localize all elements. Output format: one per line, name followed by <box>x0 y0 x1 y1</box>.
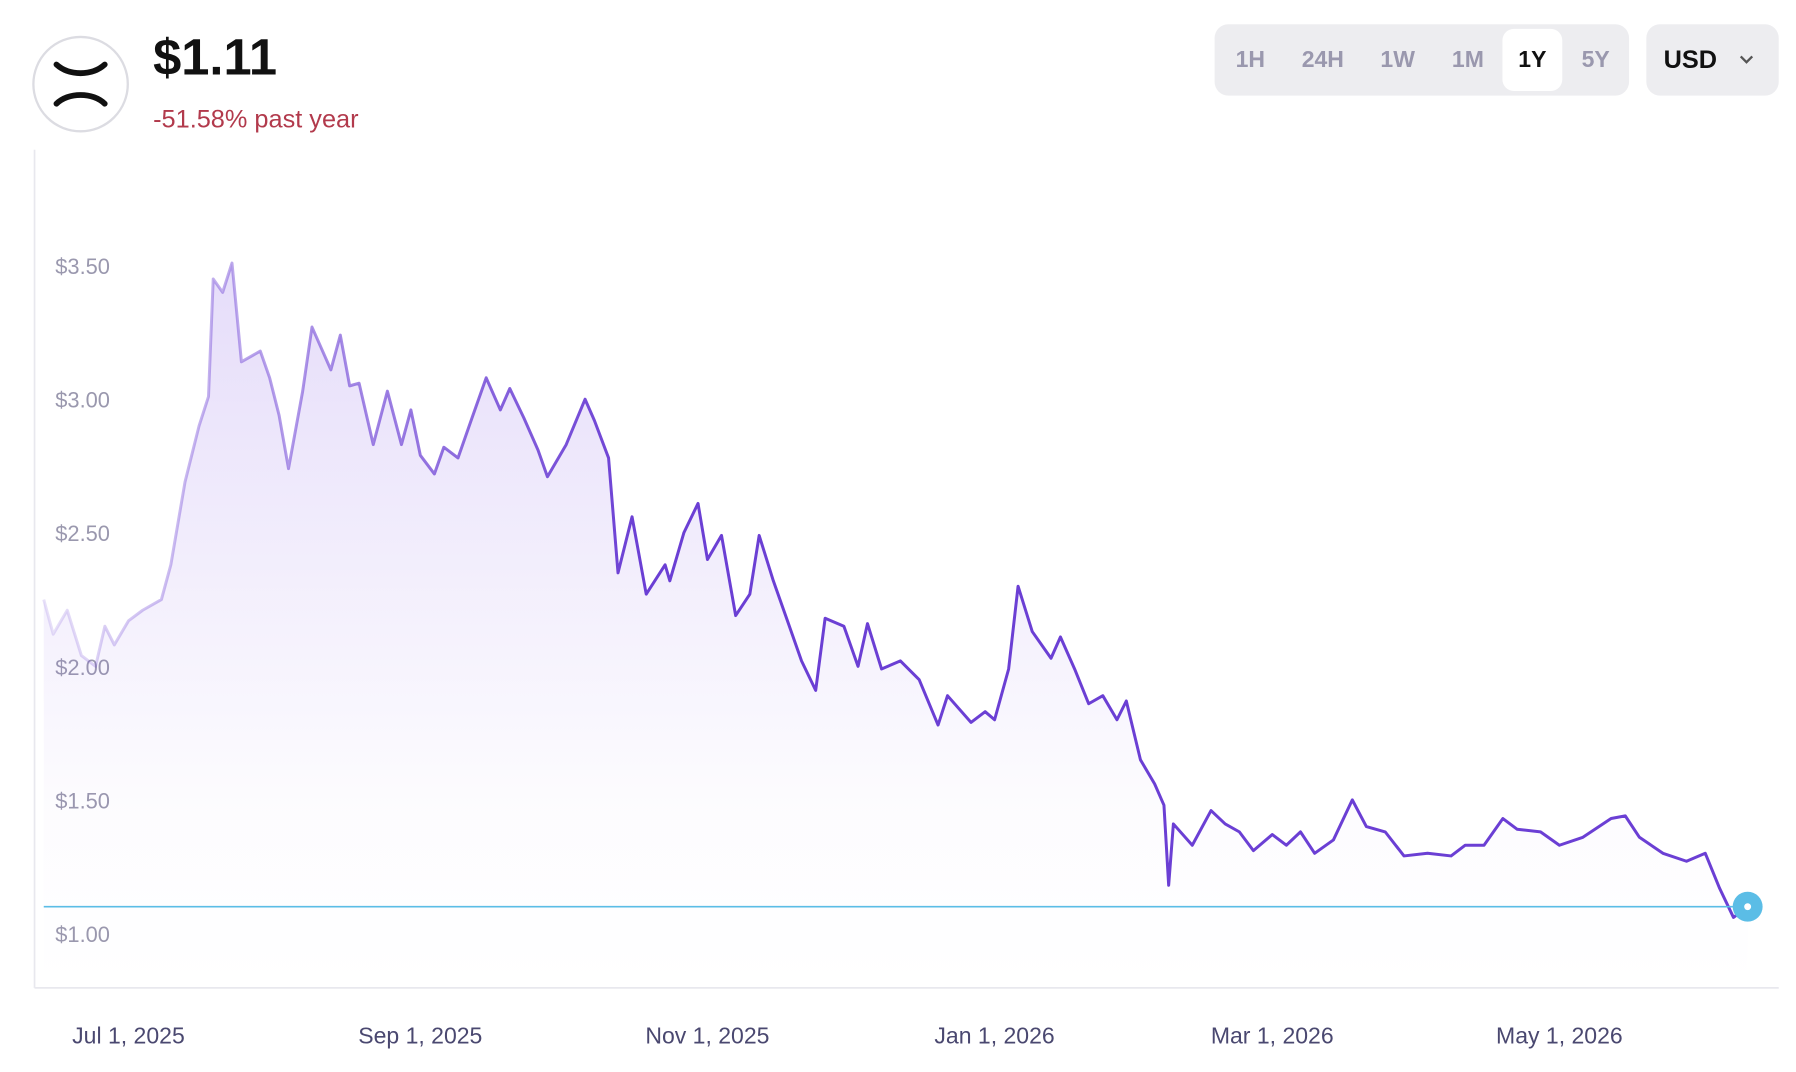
current-price-dot <box>1744 903 1752 911</box>
chevron <box>1739 55 1754 64</box>
range-button[interactable]: 24H <box>1302 46 1344 72</box>
y-tick-label: $3.00 <box>55 388 110 413</box>
range-button[interactable]: 1Y <box>1518 46 1546 72</box>
x-tick-label: Nov 1, 2025 <box>645 1022 769 1048</box>
y-tick-label: $3.50 <box>55 254 110 279</box>
x-tick-label: Jul 1, 2025 <box>72 1022 185 1048</box>
range-button[interactable]: 5Y <box>1582 46 1610 72</box>
price-change: -51.58% past year <box>153 106 359 134</box>
area-fill <box>43 263 1748 990</box>
x-tick-label: Sep 1, 2025 <box>358 1022 482 1048</box>
range-selector <box>1214 24 1630 96</box>
price-line <box>42 261 1749 919</box>
currency-selector[interactable]: USD <box>1646 24 1779 96</box>
price: $1.11 <box>153 28 277 85</box>
y-tick-label: $2.50 <box>55 521 110 546</box>
currency-label[interactable]: USD <box>1664 46 1717 74</box>
range-button[interactable]: 1M <box>1452 46 1484 72</box>
range-button-selected[interactable] <box>1502 28 1563 92</box>
currency-box[interactable] <box>1646 24 1779 96</box>
x-tick-label: May 1, 2026 <box>1496 1022 1623 1048</box>
range-button[interactable]: 1H <box>1236 46 1265 72</box>
x-tick-label: Jan 1, 2026 <box>934 1022 1054 1048</box>
range-buttons: 1H 24H 1W 1M 1Y 5Y <box>1236 28 1610 92</box>
range-button[interactable]: 1W <box>1380 46 1415 72</box>
x-tick-label: Mar 1, 2026 <box>1211 1022 1334 1048</box>
logo <box>32 35 129 133</box>
